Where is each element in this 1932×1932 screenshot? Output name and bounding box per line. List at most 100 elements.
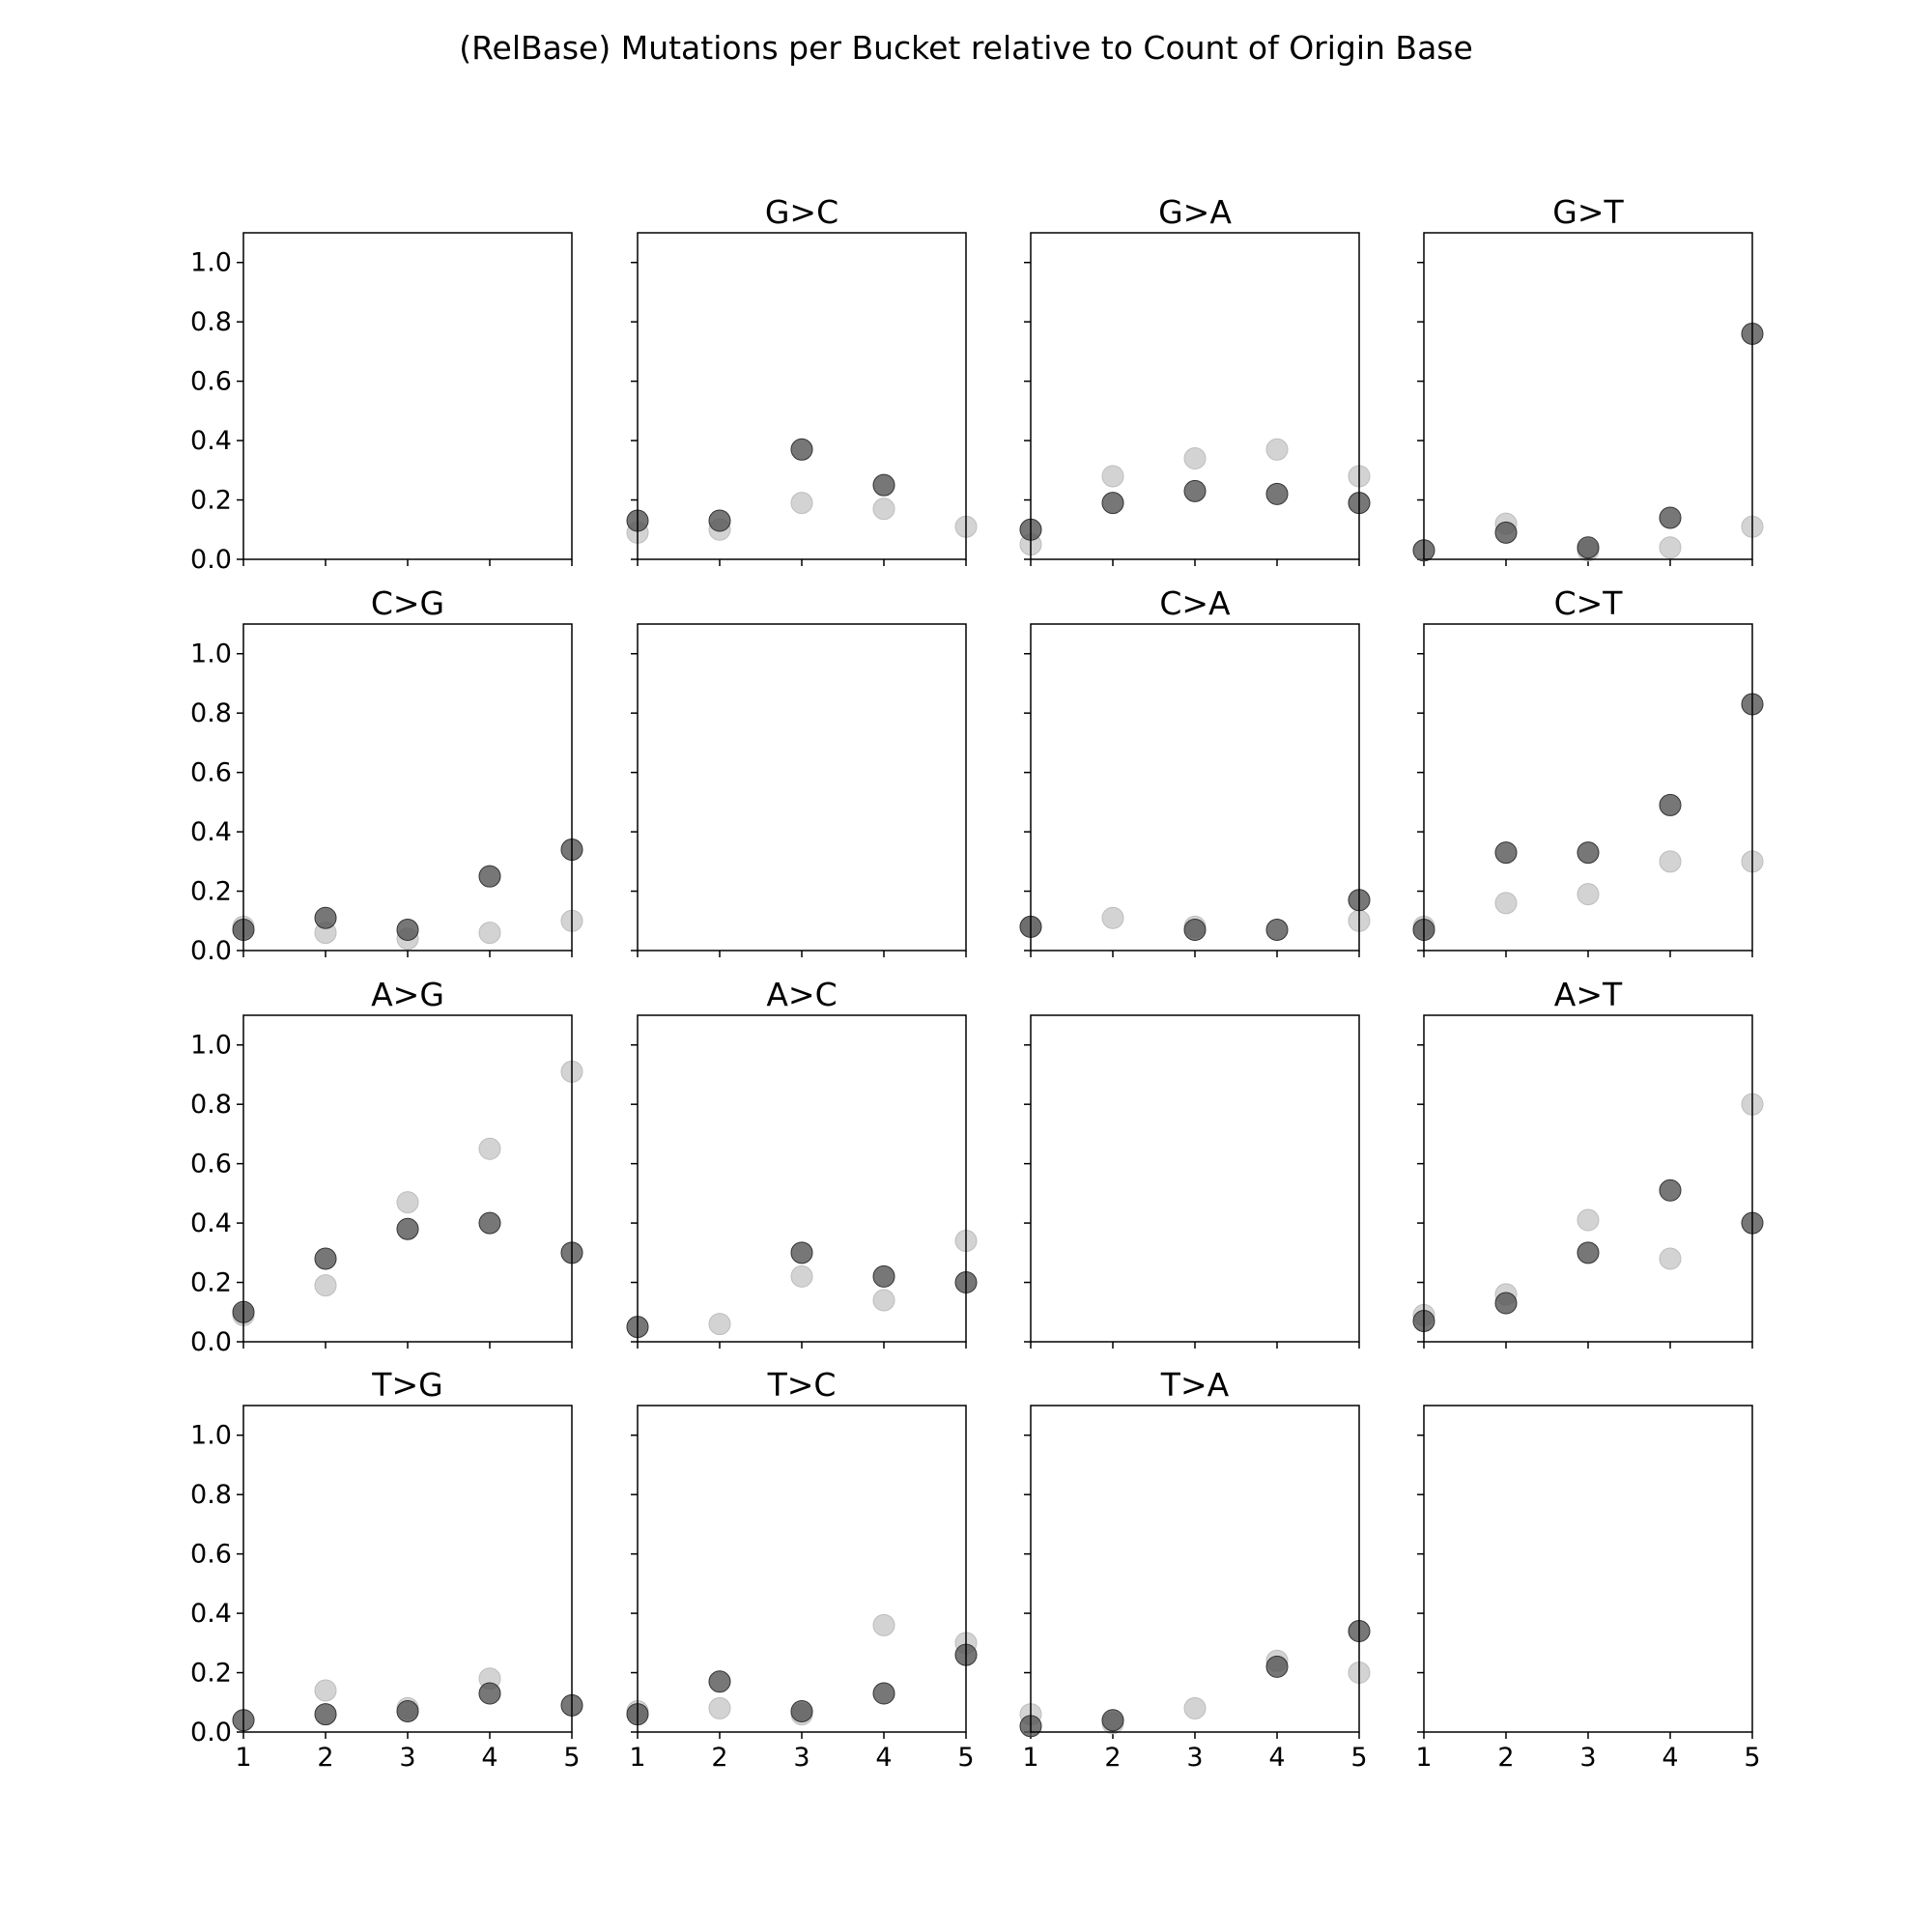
panel-frame xyxy=(242,232,573,560)
subplot-panel: G>C xyxy=(626,193,978,566)
data-point-light xyxy=(396,1191,419,1214)
data-point-dark xyxy=(1494,841,1518,865)
x-tick-label: 1 xyxy=(1022,1743,1038,1773)
y-tick-label: 1.0 xyxy=(190,639,232,669)
panel-frame xyxy=(1423,623,1753,952)
y-tick-label: 0.6 xyxy=(190,367,232,397)
data-point-light xyxy=(1494,892,1518,915)
panel-title: G>T xyxy=(1552,193,1624,231)
data-point-dark xyxy=(1101,1709,1124,1732)
data-point-dark xyxy=(1183,479,1207,502)
y-tick-label: 0.2 xyxy=(190,486,232,516)
y-tick-label: 1.0 xyxy=(190,248,232,278)
data-point-light xyxy=(478,922,501,945)
data-point-dark xyxy=(1494,1292,1518,1315)
data-point-light xyxy=(478,1137,501,1160)
data-point-light xyxy=(708,1313,731,1336)
data-point-light xyxy=(872,1289,895,1312)
data-point-dark xyxy=(396,1699,419,1722)
y-tick-label: 0.0 xyxy=(190,545,232,575)
panel-frame xyxy=(1423,1405,1753,1733)
y-tick-label: 0.8 xyxy=(190,698,232,728)
subplot-panel: G>A xyxy=(1019,193,1371,566)
panel-frame xyxy=(1030,232,1360,560)
data-point-light xyxy=(1577,1208,1600,1232)
x-tick-label: 4 xyxy=(1268,1743,1285,1773)
subplot-panel: C>A xyxy=(1019,584,1371,957)
data-point-dark xyxy=(790,438,813,461)
data-point-dark xyxy=(314,906,337,929)
y-tick-label: 0.2 xyxy=(190,877,232,907)
y-tick-label: 0.2 xyxy=(190,1659,232,1689)
data-point-light xyxy=(872,1613,895,1636)
data-point-light xyxy=(1101,906,1124,929)
figure-title: (RelBase) Mutations per Bucket relative … xyxy=(459,29,1473,67)
panel-title: C>A xyxy=(1159,584,1231,622)
data-point-light xyxy=(1183,1696,1207,1719)
data-point-dark xyxy=(314,1247,337,1270)
data-point-dark xyxy=(478,1682,501,1705)
panel-title: T>G xyxy=(371,1366,442,1404)
panel-frame xyxy=(1423,1014,1753,1343)
data-point-dark xyxy=(872,1682,895,1705)
panel-frame xyxy=(1030,1405,1360,1733)
data-point-light xyxy=(1183,447,1207,470)
subplot-panel: A>T xyxy=(1412,976,1764,1349)
panel-title: T>A xyxy=(1160,1366,1230,1404)
y-tick-label: 0.4 xyxy=(190,1208,232,1238)
x-tick-label: 5 xyxy=(1350,1743,1367,1773)
y-tick-label: 0.8 xyxy=(190,1090,232,1120)
panel-frame xyxy=(1030,623,1360,952)
panel-frame xyxy=(242,1405,573,1733)
y-tick-label: 0.6 xyxy=(190,758,232,788)
y-tick-label: 0.8 xyxy=(190,1480,232,1510)
data-point-light xyxy=(872,497,895,521)
subplot-panel xyxy=(1024,1014,1360,1349)
subplot-panel: C>G 0.0 0.2 0.4 0.6 0.8 1.0 xyxy=(190,584,583,966)
y-tick-label: 0.4 xyxy=(190,817,232,847)
x-tick-label: 4 xyxy=(1662,1743,1678,1773)
data-point-dark xyxy=(790,1241,813,1264)
y-tick-label: 0.6 xyxy=(190,1540,232,1570)
data-point-light xyxy=(790,492,813,515)
data-point-dark xyxy=(1265,1655,1289,1678)
data-point-dark xyxy=(1494,521,1518,544)
data-point-light xyxy=(790,1264,813,1288)
data-point-dark xyxy=(1265,918,1289,941)
panel-frame xyxy=(637,232,967,560)
data-point-dark xyxy=(1659,1179,1682,1202)
panel-frame xyxy=(637,623,967,952)
data-point-dark xyxy=(478,1211,501,1235)
data-point-dark xyxy=(1183,918,1207,941)
x-tick-label: 3 xyxy=(1579,1743,1596,1773)
panel-title: C>G xyxy=(371,584,444,622)
data-point-dark xyxy=(872,1264,895,1288)
panel-frame xyxy=(637,1014,967,1343)
y-tick-label: 0.4 xyxy=(190,426,232,456)
data-point-dark xyxy=(1659,506,1682,529)
panel-title: C>T xyxy=(1554,584,1624,622)
panel-title: A>C xyxy=(766,976,837,1013)
y-tick-label: 0.6 xyxy=(190,1150,232,1179)
x-tick-label: 2 xyxy=(711,1743,727,1773)
panel-frame xyxy=(1423,232,1753,560)
y-tick-label: 0.0 xyxy=(190,936,232,966)
subplot-panel: C>T xyxy=(1412,584,1764,957)
data-point-dark xyxy=(1577,841,1600,865)
y-tick-label: 0.8 xyxy=(190,307,232,337)
data-point-dark xyxy=(314,1703,337,1726)
y-tick-label: 0.2 xyxy=(190,1268,232,1298)
data-point-dark xyxy=(1577,536,1600,559)
y-tick-label: 1.0 xyxy=(190,1421,232,1451)
x-tick-label: 3 xyxy=(399,1743,415,1773)
subplot-panel: T>G 0.0 0.2 0.4 0.6 0.8 1.0 1 2 3 4 5 xyxy=(190,1366,583,1773)
data-point-dark xyxy=(1577,1241,1600,1264)
data-point-light xyxy=(1659,1247,1682,1270)
subplot-panel: A>C xyxy=(626,976,978,1349)
subplot-panel xyxy=(631,623,967,957)
y-tick-label: 0.0 xyxy=(190,1327,232,1357)
data-point-dark xyxy=(1659,793,1682,816)
x-tick-label: 5 xyxy=(957,1743,974,1773)
x-tick-label: 5 xyxy=(563,1743,580,1773)
